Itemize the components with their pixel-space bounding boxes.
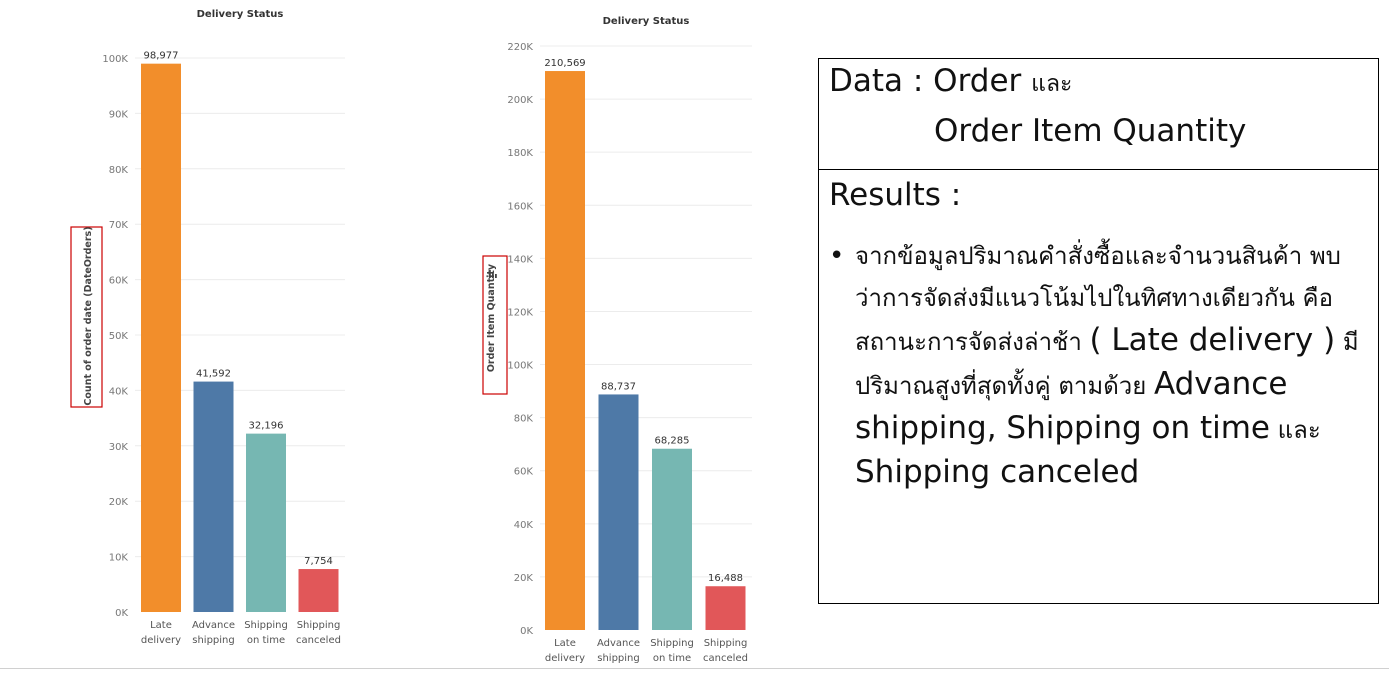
x-tick-label: on time xyxy=(653,653,691,664)
data-label: 16,488 xyxy=(708,573,743,584)
bar xyxy=(705,586,746,630)
x-tick-label: canceled xyxy=(296,635,341,646)
x-tick-label: canceled xyxy=(703,653,748,664)
data-label: 41,592 xyxy=(196,369,231,380)
y-tick-label: 100K xyxy=(102,54,128,65)
x-tick-label: Late xyxy=(150,620,172,631)
sort-icon-bar xyxy=(495,274,497,278)
chart-title: Delivery Status xyxy=(603,16,690,27)
x-tick-label: Shipping xyxy=(244,620,288,631)
y-tick-label: 40K xyxy=(514,520,534,531)
y-tick-label: 30K xyxy=(109,442,129,453)
y-axis-label: Count of order date (DateOrders) xyxy=(83,226,94,405)
y-tick-label: 60K xyxy=(109,276,129,287)
y-tick-label: 140K xyxy=(507,254,533,265)
bar xyxy=(246,433,286,612)
y-tick-label: 50K xyxy=(109,331,129,342)
ylabel-highlight-box xyxy=(482,255,508,395)
chart-order-item-quantity: Delivery Status 0K 20K 40K 60K 80K 100K 120K 140… xyxy=(482,16,752,664)
y-tick-label: 160K xyxy=(507,201,533,212)
y-tick-label: 20K xyxy=(109,497,129,508)
chart-title: Delivery Status xyxy=(197,9,284,20)
bar xyxy=(652,448,692,630)
y-tick-label: 80K xyxy=(109,165,129,176)
data-label: 68,285 xyxy=(655,436,690,447)
bullet-icon: • xyxy=(829,241,845,271)
x-tick-label: Advance xyxy=(597,638,640,649)
y-tick-label: 10K xyxy=(109,553,129,564)
y-tick-label: 60K xyxy=(514,467,534,478)
data-title: Data : Order และ xyxy=(829,63,1073,99)
y-tick-label: 80K xyxy=(514,414,534,425)
data-label: 98,977 xyxy=(144,51,179,62)
data-label: 32,196 xyxy=(249,421,284,432)
x-tick-label: on time xyxy=(247,635,285,646)
bar xyxy=(193,381,234,612)
bar xyxy=(545,71,585,630)
x-tick-label: Shipping xyxy=(704,638,748,649)
sort-icon xyxy=(489,270,497,278)
x-tick-label: shipping xyxy=(192,635,235,646)
data-label: 7,754 xyxy=(304,556,333,567)
data-subtitle: Order Item Quantity xyxy=(934,113,1247,149)
y-tick-label: 20K xyxy=(514,573,534,584)
y-tick-label: 220K xyxy=(507,42,533,53)
x-tick-label: Shipping xyxy=(650,638,694,649)
sort-icon-bar xyxy=(492,272,494,278)
y-tick-label: 100K xyxy=(507,361,533,372)
x-tick-label: Late xyxy=(554,638,576,649)
y-tick-label: 180K xyxy=(507,148,533,159)
results-label: Results : xyxy=(829,177,962,213)
y-tick-label: 120K xyxy=(507,307,533,318)
bar xyxy=(141,63,181,612)
summary-panel: Data : Order และ Order Item Quantity Res… xyxy=(818,58,1379,604)
data-label: 210,569 xyxy=(544,58,585,69)
bar xyxy=(298,569,339,612)
y-tick-label: 40K xyxy=(109,386,129,397)
data-header: Data : Order และ Order Item Quantity xyxy=(819,59,1378,170)
y-axis-label: Order Item Quantity xyxy=(486,263,497,372)
y-tick-label: 0K xyxy=(520,626,533,637)
data-label: 88,737 xyxy=(601,381,636,392)
y-tick-label: 200K xyxy=(507,95,533,106)
chart-count-of-orders: Delivery Status 0K 10K 20K 30K 40K 50K 60K 70K 80… xyxy=(70,9,345,646)
bar xyxy=(598,394,639,630)
x-tick-label: delivery xyxy=(141,635,181,646)
sort-icon-bar xyxy=(489,270,491,278)
x-tick-label: Advance xyxy=(192,620,235,631)
y-tick-label: 0K xyxy=(115,608,128,619)
ylabel-highlight-box xyxy=(70,226,103,408)
bottom-divider xyxy=(0,668,1389,669)
y-tick-label: 90K xyxy=(109,109,129,120)
y-tick-label: 70K xyxy=(109,220,129,231)
x-tick-label: shipping xyxy=(597,653,640,664)
results-text: จากข้อมูลปริมาณคำสั่งซื้อและจำนวนสินค้า … xyxy=(855,242,1359,490)
x-tick-label: Shipping xyxy=(297,620,341,631)
x-tick-label: delivery xyxy=(545,653,585,664)
